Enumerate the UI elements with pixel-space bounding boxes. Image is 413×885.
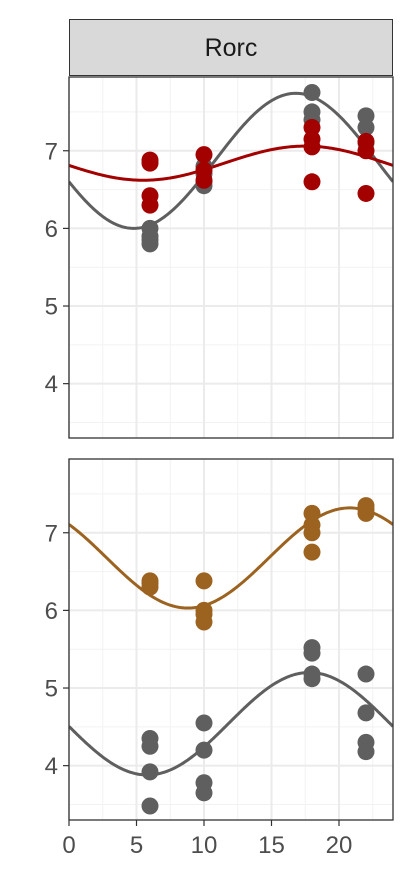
fit-curve	[69, 670, 393, 777]
data-point	[141, 196, 159, 214]
data-point	[357, 665, 375, 683]
data-point	[357, 184, 375, 202]
x-tick-label: 10	[191, 832, 218, 859]
data-point	[141, 578, 159, 596]
strip-background	[69, 19, 393, 76]
x-tick-label: 20	[326, 832, 353, 859]
data-point	[195, 146, 213, 164]
fit-curve	[69, 91, 393, 230]
data-point	[303, 670, 321, 688]
y-tick-label: 7	[45, 520, 58, 547]
data-point	[195, 784, 213, 802]
panel-border	[68, 76, 394, 439]
x-tick-label: 5	[130, 832, 143, 859]
data-point	[195, 572, 213, 590]
x-tick-label: 0	[62, 832, 75, 859]
data-point	[357, 743, 375, 761]
facet-strip: Rorc	[69, 19, 393, 76]
y-tick-label: 7	[45, 138, 58, 165]
data-point	[303, 138, 321, 156]
data-point	[195, 613, 213, 631]
y-tick-label: 4	[45, 753, 58, 780]
data-point	[141, 797, 159, 815]
data-point	[141, 154, 159, 172]
y-tick-label: 4	[45, 371, 58, 398]
fit-curve	[69, 144, 393, 182]
y-tick-label: 6	[45, 216, 58, 243]
data-point	[357, 704, 375, 722]
data-point	[303, 524, 321, 542]
data-point	[303, 173, 321, 191]
data-point	[195, 714, 213, 732]
data-point	[195, 741, 213, 759]
panel-border	[68, 458, 394, 821]
y-tick-label: 5	[45, 676, 58, 703]
strip-title: Rorc	[205, 34, 258, 62]
data-point	[303, 504, 321, 522]
data-point	[303, 84, 321, 102]
data-point	[195, 171, 213, 189]
data-point	[303, 543, 321, 561]
data-point	[141, 763, 159, 781]
data-point	[357, 142, 375, 160]
data-point	[141, 235, 159, 253]
data-point	[303, 644, 321, 662]
bottom-panel: 4 5 6 7	[45, 458, 394, 821]
data-point	[141, 737, 159, 755]
data-point	[357, 118, 375, 136]
y-tick-label: 5	[45, 294, 58, 321]
data-point	[357, 107, 375, 125]
x-tick-label: 15	[258, 832, 285, 859]
x-axis: 0 5 10 15 20	[62, 820, 352, 859]
fit-curve	[69, 506, 393, 610]
y-tick-label: 6	[45, 598, 58, 625]
data-point	[303, 118, 321, 136]
data-point	[357, 504, 375, 522]
top-panel: 4 5 6 7	[45, 76, 394, 439]
